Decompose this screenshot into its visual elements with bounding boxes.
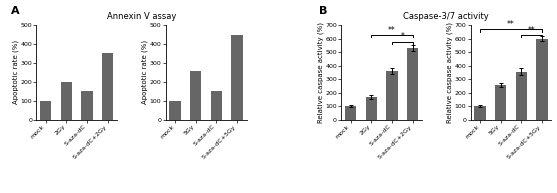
Text: **: ** [528, 26, 536, 35]
Bar [231, 35, 243, 120]
Text: **: ** [388, 26, 396, 35]
Bar [40, 101, 51, 120]
Bar [474, 106, 486, 120]
Text: *: * [400, 32, 404, 41]
Bar [81, 91, 92, 120]
Y-axis label: Relative caspase activity (%): Relative caspase activity (%) [447, 22, 453, 123]
Bar [61, 82, 72, 120]
Bar [345, 106, 356, 120]
Y-axis label: Relative caspase activity (%): Relative caspase activity (%) [317, 22, 324, 123]
Bar [407, 48, 418, 120]
Bar [516, 72, 527, 120]
Bar [211, 91, 222, 120]
Y-axis label: Apoptotic rate (%): Apoptotic rate (%) [142, 40, 148, 104]
Bar [536, 39, 548, 120]
Bar [365, 97, 377, 120]
Bar [102, 53, 114, 120]
Bar [169, 101, 180, 120]
Text: B: B [319, 6, 327, 16]
Text: **: ** [507, 20, 515, 29]
Bar [386, 71, 398, 120]
Text: Caspase-3/7 activity: Caspase-3/7 activity [403, 12, 489, 21]
Bar [495, 85, 506, 120]
Bar [190, 71, 202, 120]
Text: A: A [11, 6, 19, 16]
Y-axis label: Apoptotic rate (%): Apoptotic rate (%) [12, 40, 19, 104]
Text: Annexin V assay: Annexin V assay [106, 12, 176, 21]
